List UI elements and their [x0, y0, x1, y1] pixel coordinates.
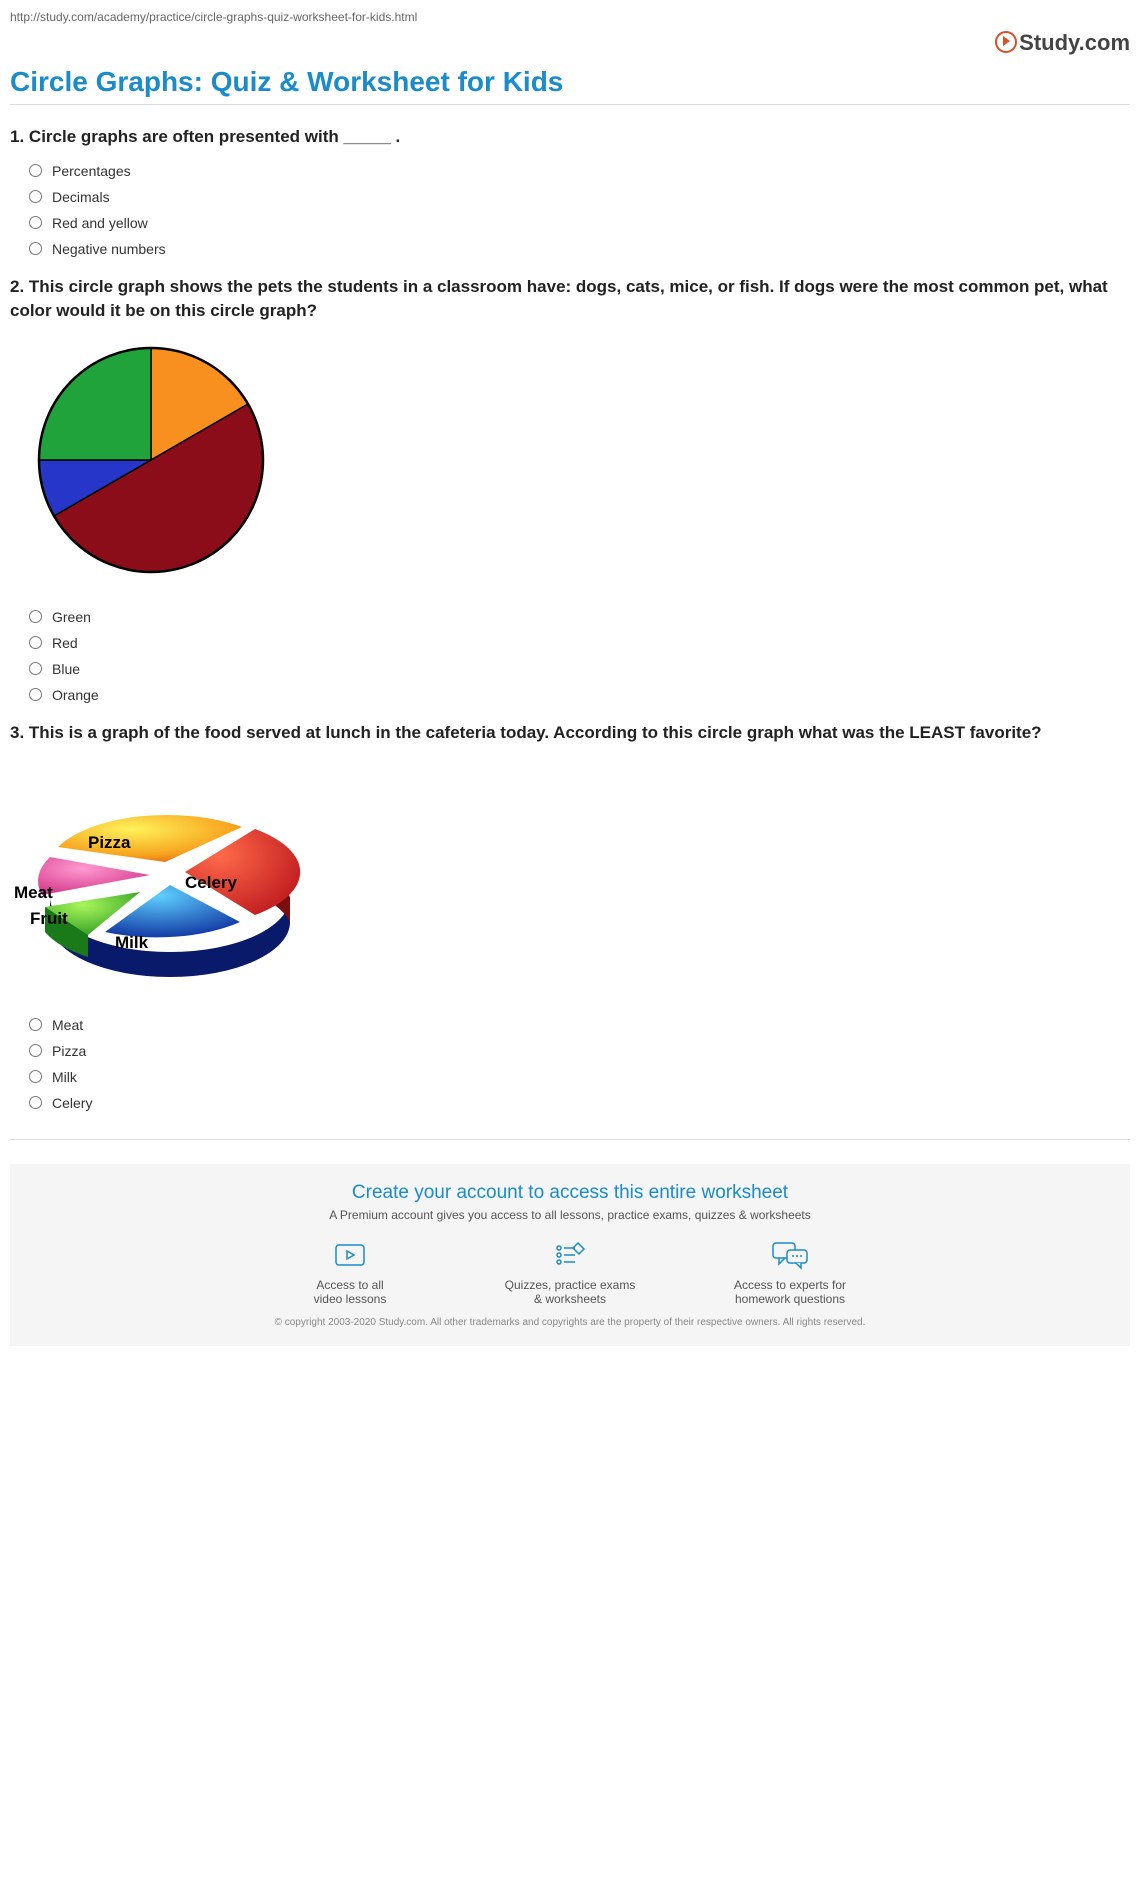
lunch-slice-label: Meat — [14, 883, 53, 903]
footer-col-experts: Access to experts forhomework questions — [720, 1240, 860, 1306]
q3-radio-1[interactable] — [29, 1044, 42, 1057]
q3-option-label: Celery — [52, 1095, 92, 1111]
page-title: Circle Graphs: Quiz & Worksheet for Kids — [10, 66, 1130, 98]
question-1-text: 1. Circle graphs are often presented wit… — [10, 125, 1130, 149]
lunch-pie-chart: Pizza Celery Meat Fruit Milk — [10, 757, 320, 997]
q3-option-0[interactable]: Meat — [24, 1015, 1130, 1033]
q1-radio-2[interactable] — [29, 216, 42, 229]
q2-option-label: Green — [52, 609, 91, 625]
q3-option-2[interactable]: Milk — [24, 1067, 1130, 1085]
lunch-slice-label: Milk — [115, 933, 148, 953]
chat-icon — [771, 1240, 809, 1270]
q1-radio-1[interactable] — [29, 190, 42, 203]
q2-option-label: Orange — [52, 687, 99, 703]
q3-option-label: Meat — [52, 1017, 83, 1033]
lunch-chart-svg — [10, 757, 320, 997]
quiz-icon — [553, 1240, 587, 1270]
question-2-text: 2. This circle graph shows the pets the … — [10, 275, 1130, 323]
q3-radio-0[interactable] — [29, 1018, 42, 1031]
q1-option-3[interactable]: Negative numbers — [24, 239, 1130, 257]
footer-divider — [10, 1139, 1130, 1140]
q2-option-label: Blue — [52, 661, 80, 677]
pie-chart-svg — [36, 342, 276, 582]
q1-option-label: Negative numbers — [52, 241, 166, 257]
logo-text: Study.com — [1019, 30, 1130, 55]
q2-option-1[interactable]: Red — [24, 633, 1130, 651]
pets-pie-chart — [36, 342, 1130, 587]
q2-option-0[interactable]: Green — [24, 607, 1130, 625]
footer-col-quizzes: Quizzes, practice exams& worksheets — [500, 1240, 640, 1306]
q1-option-2[interactable]: Red and yellow — [24, 213, 1130, 231]
title-divider — [10, 104, 1130, 105]
q1-radio-3[interactable] — [29, 242, 42, 255]
q1-option-0[interactable]: Percentages — [24, 161, 1130, 179]
q2-option-2[interactable]: Blue — [24, 659, 1130, 677]
q1-radio-0[interactable] — [29, 164, 42, 177]
logo-play-icon — [995, 31, 1017, 53]
q2-option-label: Red — [52, 635, 78, 651]
q3-option-label: Pizza — [52, 1043, 86, 1059]
q2-radio-1[interactable] — [29, 636, 42, 649]
lunch-slice-label: Pizza — [88, 833, 131, 853]
footer-col-videos: Access to allvideo lessons — [280, 1240, 420, 1306]
lunch-slice-label: Fruit — [30, 909, 68, 929]
q2-option-3[interactable]: Orange — [24, 685, 1130, 703]
q3-radio-2[interactable] — [29, 1070, 42, 1083]
footer-title: Create your account to access this entir… — [50, 1182, 1090, 1204]
q1-option-label: Percentages — [52, 163, 131, 179]
q3-option-3[interactable]: Celery — [24, 1093, 1130, 1111]
video-icon — [333, 1240, 367, 1270]
page-url: http://study.com/academy/practice/circle… — [10, 10, 1130, 24]
footer-sub: A Premium account gives you access to al… — [50, 1208, 1090, 1222]
q1-option-1[interactable]: Decimals — [24, 187, 1130, 205]
q3-radio-3[interactable] — [29, 1096, 42, 1109]
q2-radio-0[interactable] — [29, 610, 42, 623]
footer-promo: Create your account to access this entir… — [10, 1164, 1130, 1346]
q3-option-label: Milk — [52, 1069, 77, 1085]
q2-radio-3[interactable] — [29, 688, 42, 701]
site-logo[interactable]: Study.com — [995, 30, 1130, 56]
q3-option-1[interactable]: Pizza — [24, 1041, 1130, 1059]
q2-radio-2[interactable] — [29, 662, 42, 675]
copyright-text: © copyright 2003-2020 Study.com. All oth… — [270, 1316, 870, 1330]
question-3-text: 3. This is a graph of the food served at… — [10, 721, 1130, 745]
q1-option-label: Red and yellow — [52, 215, 148, 231]
lunch-slice-label: Celery — [185, 873, 237, 893]
q1-option-label: Decimals — [52, 189, 110, 205]
